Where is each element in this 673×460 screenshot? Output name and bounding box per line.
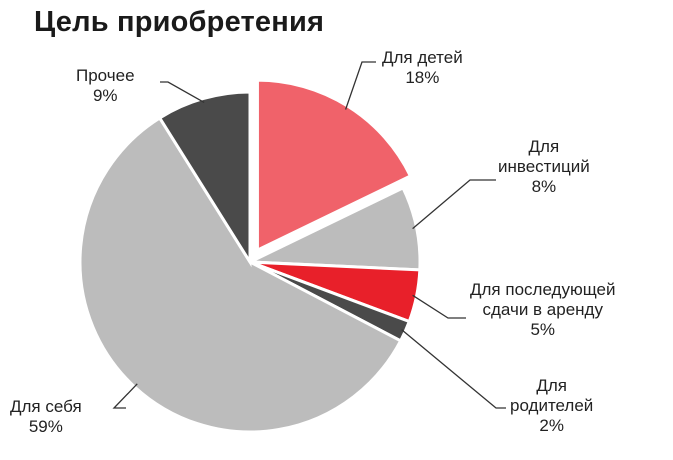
leader-line-5 xyxy=(160,81,205,104)
label-roditeli-line2: родителей xyxy=(510,396,594,415)
label-sebya-name: Для себя xyxy=(10,397,82,416)
label-roditeli-value: 2% xyxy=(539,416,564,435)
label-sebya-value: 59% xyxy=(28,417,63,436)
label-roditeli-line1: Для xyxy=(536,376,567,395)
label-investicii-line1: Для xyxy=(528,137,560,156)
label-arenda-value: 5% xyxy=(530,320,556,339)
label-sebya: Для себя 59% xyxy=(10,397,82,437)
label-investicii: Для инвестиций 8% xyxy=(498,137,590,197)
label-prochee-name: Прочее xyxy=(76,66,135,85)
label-deti: Для детей 18% xyxy=(382,48,463,88)
pie-slice-5 xyxy=(157,90,252,268)
leader-line-2 xyxy=(412,294,466,319)
leader-line-4 xyxy=(112,383,138,409)
label-deti-name: Для детей xyxy=(382,48,463,67)
label-prochee: Прочее 9% xyxy=(76,66,135,106)
chart-title: Цель приобретения xyxy=(34,6,325,38)
label-arenda-line1: Для последующей xyxy=(470,280,616,299)
label-investicii-line2: инвестиций xyxy=(498,157,590,176)
pie-slice-0 xyxy=(255,78,413,253)
label-deti-value: 18% xyxy=(405,68,440,87)
label-prochee-value: 9% xyxy=(92,86,118,105)
label-roditeli: Для родителей 2% xyxy=(510,376,593,436)
label-arenda-line2: сдачи в аренду xyxy=(482,300,603,319)
leader-line-0 xyxy=(344,61,376,110)
label-arenda: Для последующей сдачи в аренду 5% xyxy=(470,280,615,340)
leader-line-3 xyxy=(401,329,506,409)
leader-line-1 xyxy=(412,179,496,230)
label-investicii-value: 8% xyxy=(531,177,557,196)
